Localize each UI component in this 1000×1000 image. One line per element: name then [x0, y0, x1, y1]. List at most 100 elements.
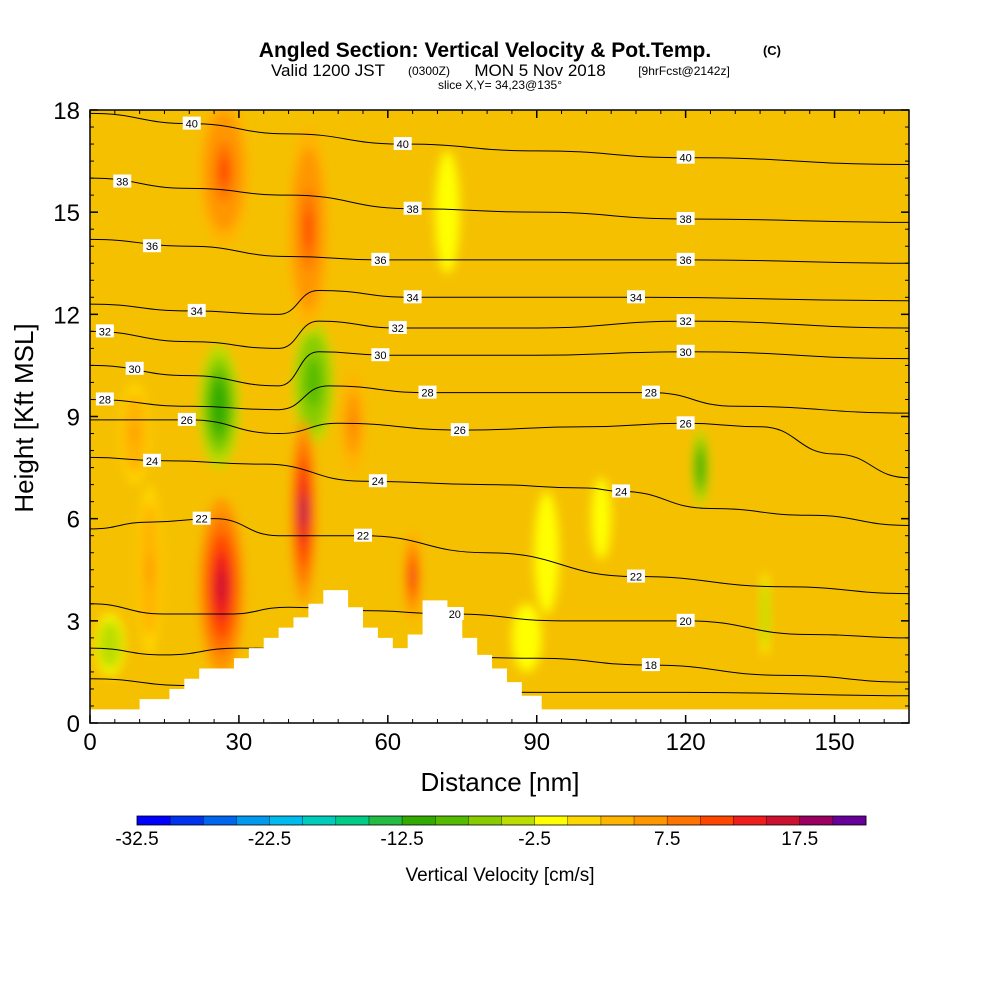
- velocity-cell: [137, 484, 162, 655]
- contour-label: 24: [143, 453, 162, 468]
- y-tick-label: 9: [67, 405, 80, 432]
- contour-label-box: [143, 239, 162, 253]
- contour-label-box: [445, 607, 464, 621]
- velocity-cell: [534, 491, 560, 615]
- contour-label-text: 30: [374, 350, 386, 362]
- velocity-cell: [291, 419, 316, 604]
- contour-label-text: 38: [680, 214, 692, 226]
- velocity-cell: [94, 614, 125, 676]
- y-tick-label: 15: [53, 200, 80, 227]
- contour-label: 38: [676, 211, 695, 226]
- colorbar-swatch: [567, 816, 602, 825]
- contour-label-text: 26: [454, 425, 466, 437]
- contour-label-text: 26: [680, 418, 692, 430]
- colorbar-swatch: [302, 816, 337, 825]
- velocity-contour: [544, 540, 550, 565]
- x-axis: 0 30 60 90 120 150: [83, 110, 885, 756]
- contour-label: 26: [177, 412, 196, 427]
- isentrope-36: [90, 238, 909, 264]
- colorbar-swatch: [667, 816, 701, 825]
- contour-label: 18: [641, 658, 660, 672]
- colorbar-tick-label: -32.5: [115, 829, 158, 850]
- contour-label: 28: [641, 385, 660, 400]
- contour-label-box: [187, 303, 206, 317]
- velocity-contour: [219, 156, 229, 187]
- y-tick-label: 12: [53, 302, 80, 329]
- contour-label-text: 32: [99, 326, 111, 338]
- contour-label: 22: [354, 528, 372, 543]
- colorbar-swatch: [269, 816, 304, 825]
- colorbar-tick-label: -2.5: [518, 829, 551, 850]
- x-tick-label: 30: [226, 729, 253, 756]
- velocity-cell: [511, 603, 542, 672]
- contour-label-box: [676, 613, 695, 627]
- contour-label: 20: [676, 613, 695, 628]
- velocity-contour: [410, 567, 415, 587]
- terrain-mask: [90, 590, 909, 723]
- contour-label: 34: [627, 290, 645, 304]
- colorbar-swatch: [600, 816, 635, 825]
- contour-label: 34: [403, 290, 422, 304]
- contour-label-box: [393, 137, 412, 151]
- y-axis-label: Height [Kft MSL]: [9, 323, 39, 512]
- contour-label-text: 40: [680, 153, 692, 165]
- velocity-contour: [599, 510, 604, 527]
- isentrope-22: [90, 518, 909, 595]
- contour-label-text: 28: [645, 388, 657, 400]
- isentrope-38: [90, 177, 909, 223]
- contour-label-text: 22: [196, 514, 208, 526]
- velocity-cell: [591, 477, 612, 560]
- contour-label-box: [371, 252, 390, 266]
- y-tick-label: 3: [67, 609, 80, 636]
- contour-label-box: [95, 392, 114, 406]
- contour-label-box: [177, 412, 196, 426]
- contour-label: 30: [125, 361, 144, 376]
- x-axis-label: Distance [nm]: [421, 767, 580, 797]
- contour-label-box: [676, 252, 695, 266]
- valid-utc: (0300Z): [408, 64, 450, 78]
- isentrope-16: [90, 678, 909, 697]
- contour-label-box: [125, 361, 144, 375]
- isentrope-24: [90, 456, 909, 526]
- contour-label-box: [627, 290, 645, 304]
- colorbar-swatch: [435, 816, 469, 825]
- contour-label-text: 40: [397, 139, 409, 151]
- contour-label-text: 36: [680, 255, 692, 267]
- contour-label: 32: [676, 314, 695, 328]
- contour-label: 30: [371, 348, 390, 362]
- contour-label: 36: [371, 252, 390, 267]
- valid-time-line: Valid 1200 JST (0300Z) MON 5 Nov 2018 [9…: [271, 61, 730, 80]
- contour-label-text: 34: [407, 292, 419, 304]
- colorbar: -32.5 -22.5 -12.5 -2.5 7.5 17.5: [115, 815, 867, 850]
- isentrope-26: [90, 419, 909, 479]
- contour-label: 36: [143, 239, 162, 253]
- contour-label-text: 36: [146, 241, 158, 253]
- velocity-cell: [199, 110, 249, 247]
- contour-label: 28: [95, 392, 114, 406]
- colorbar-swatch: [766, 816, 801, 825]
- contour-label: 40: [676, 150, 695, 165]
- contour-label-text: 30: [680, 347, 692, 359]
- contour-label-box: [113, 174, 132, 188]
- contour-label: 38: [403, 201, 422, 216]
- contour-label-text: 34: [191, 306, 203, 318]
- contour-label-text: 26: [181, 415, 193, 427]
- contour-label-box: [403, 201, 422, 215]
- contour-label: 38: [113, 174, 132, 189]
- contour-label-box: [371, 348, 390, 362]
- contour-label-box: [676, 344, 695, 358]
- velocity-cell: [199, 344, 239, 468]
- x-tick-label: 60: [374, 729, 401, 756]
- colorbar-swatch: [799, 816, 834, 825]
- potential-temperature-labels: 40 40 40 38 38 38 36 36 36 34 34 34 32 32 32 30 30 30 28 28…: [95, 116, 695, 672]
- contour-label: 34: [187, 303, 206, 318]
- velocity-contour: [106, 638, 113, 651]
- contour-label: 20: [445, 607, 464, 621]
- velocity-cell: [403, 528, 422, 625]
- contour-label: 32: [95, 324, 114, 338]
- valid-date: MON 5 Nov 2018: [474, 61, 605, 80]
- contour-label-box: [627, 569, 645, 583]
- velocity-contour: [764, 605, 767, 623]
- colorbar-swatch: [534, 816, 569, 825]
